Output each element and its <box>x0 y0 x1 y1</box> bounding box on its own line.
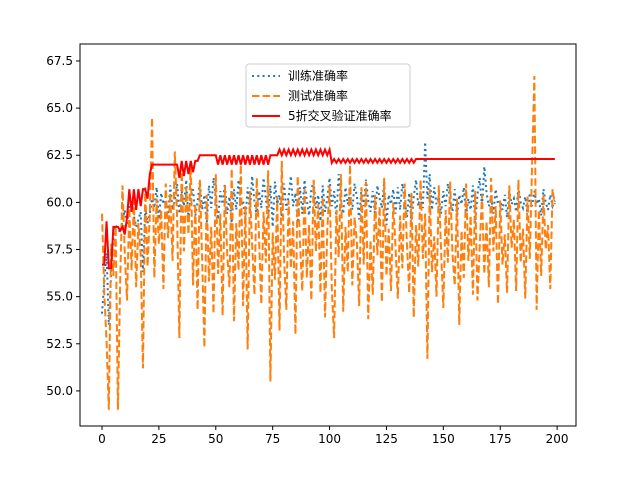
x-tick-label: 125 <box>375 432 398 446</box>
y-tick-label: 62.5 <box>46 148 73 162</box>
x-tick-label: 50 <box>208 432 223 446</box>
legend-label: 测试准确率 <box>288 88 348 103</box>
y-tick-label: 65.0 <box>46 101 73 115</box>
series-line <box>102 145 555 270</box>
x-tick-label: 150 <box>432 432 455 446</box>
x-tick-label: 0 <box>98 432 106 446</box>
plot-frame <box>79 43 577 427</box>
x-tick-label: 175 <box>489 432 512 446</box>
x-tick-label: 75 <box>265 432 280 446</box>
legend-label: 5折交叉验证准确率 <box>288 108 392 123</box>
x-tick-label: 200 <box>546 432 569 446</box>
x-tick-label: 100 <box>318 432 341 446</box>
legend-label: 训练准确率 <box>288 68 348 83</box>
y-tick-label: 67.5 <box>46 54 73 68</box>
x-tick-label: 25 <box>151 432 166 446</box>
y-tick-label: 57.5 <box>46 243 73 257</box>
y-tick-label: 50.0 <box>46 384 73 398</box>
y-tick-label: 60.0 <box>46 195 73 209</box>
y-tick-label: 52.5 <box>46 337 73 351</box>
y-tick-label: 55.0 <box>46 290 73 304</box>
legend-box <box>245 63 411 128</box>
series-line <box>101 76 556 410</box>
